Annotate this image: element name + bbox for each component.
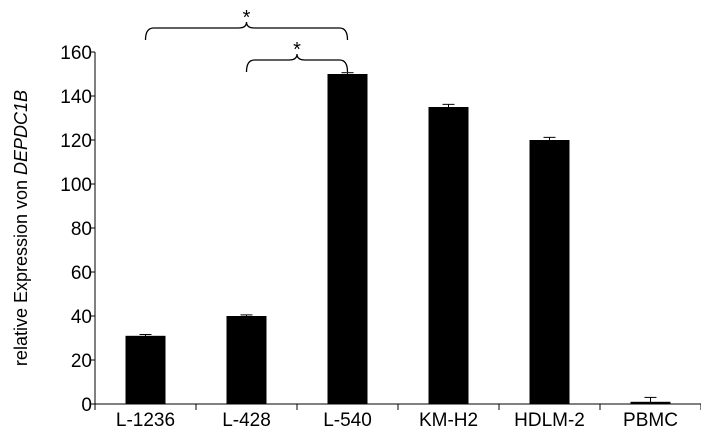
significance-bracket [144,21,349,41]
y-tick-label: 100 [60,175,92,196]
x-tick-label: KM-H2 [419,410,478,431]
y-tick-label: 20 [71,351,92,372]
significance-bracket [245,53,349,73]
y-tick-label: 120 [60,131,92,152]
x-tick-label: HDLM-2 [514,410,585,431]
bar [226,316,267,404]
significance-star: * [293,39,301,61]
y-axis: 0 20 40 60 80 100 120 140 160 [60,43,96,416]
x-axis: L-1236 L-428 L-540 KM-H2 HDLM-2 PBMC [94,403,701,431]
bar [529,140,570,404]
x-tick-label: L-428 [222,410,271,431]
y-tick-label: 160 [60,43,92,64]
y-tick-label: 40 [71,307,92,328]
y-tick-label: 60 [71,263,92,284]
bar [428,107,469,404]
y-tick-label: 80 [71,219,92,240]
significance-brackets: ** [144,7,349,73]
x-tick-label: L-1236 [116,410,175,431]
y-tick-label: 0 [81,395,92,416]
y-tick-label: 140 [60,87,92,108]
x-tick-label: PBMC [623,410,678,431]
bar [327,74,368,404]
significance-star: * [243,7,251,29]
y-axis-label: relative Expression von DEPDC1B [11,90,31,366]
bar [125,335,166,404]
bars [125,72,671,404]
x-tick-label: L-540 [323,410,372,431]
